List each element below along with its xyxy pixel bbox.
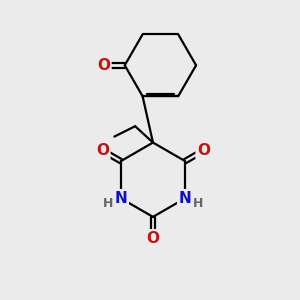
Text: N: N xyxy=(179,191,191,206)
Text: O: O xyxy=(97,58,110,73)
Text: N: N xyxy=(114,191,127,206)
Text: O: O xyxy=(146,231,160,246)
Text: O: O xyxy=(197,143,210,158)
Text: O: O xyxy=(96,143,109,158)
Text: H: H xyxy=(192,197,203,210)
Text: H: H xyxy=(103,197,113,210)
